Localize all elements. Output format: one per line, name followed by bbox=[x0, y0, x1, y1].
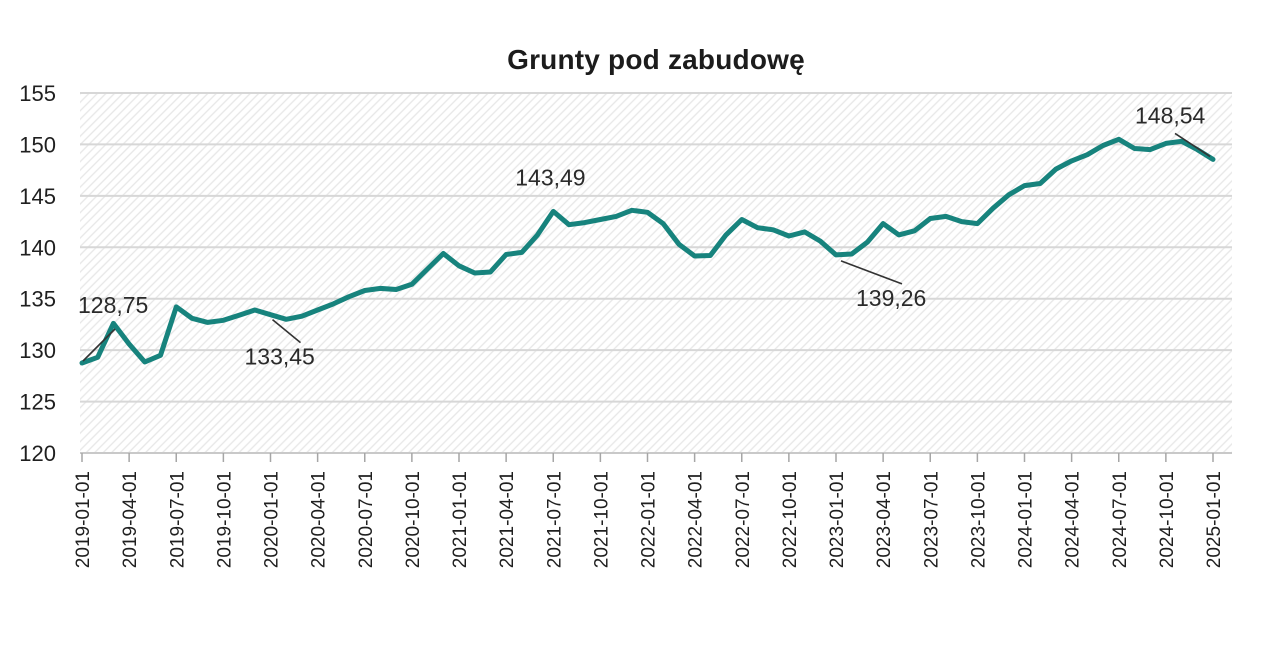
chart-title: Grunty pod zabudowę bbox=[507, 44, 805, 75]
y-axis-label: 155 bbox=[19, 81, 56, 106]
x-axis-label: 2024-04-01 bbox=[1063, 471, 1084, 568]
x-axis-label: 2023-07-01 bbox=[921, 471, 942, 568]
annotation-label: 139,26 bbox=[856, 285, 926, 311]
annotation-leader-line bbox=[271, 319, 302, 344]
x-axis-label: 2022-01-01 bbox=[639, 471, 660, 568]
x-axis-label: 2022-04-01 bbox=[686, 471, 707, 568]
annotation-leader-line bbox=[1174, 132, 1211, 158]
annotation-leader-line bbox=[82, 328, 116, 362]
x-axis-label: 2020-04-01 bbox=[309, 471, 330, 568]
x-axis-label: 2023-04-01 bbox=[874, 471, 895, 568]
x-axis-label: 2019-10-01 bbox=[214, 471, 235, 568]
y-axis-label: 120 bbox=[19, 441, 56, 466]
x-axis-label: 2022-07-01 bbox=[733, 471, 754, 568]
series-line-grunty-pod-zabudowe bbox=[79, 136, 1216, 366]
x-axis-label: 2021-10-01 bbox=[591, 471, 612, 568]
x-axis-label: 2019-01-01 bbox=[73, 471, 94, 568]
y-axis-label: 130 bbox=[19, 338, 56, 363]
x-axis-label: 2024-07-01 bbox=[1110, 471, 1131, 568]
x-axis-label: 2021-01-01 bbox=[450, 471, 471, 568]
annotation-leader-line bbox=[840, 260, 903, 285]
x-axis-label: 2020-07-01 bbox=[356, 471, 377, 568]
plot-background bbox=[80, 93, 1232, 453]
y-axis-label: 140 bbox=[19, 235, 56, 260]
x-axis-label: 2019-04-01 bbox=[120, 471, 141, 568]
y-axis-label: 150 bbox=[19, 132, 56, 157]
annotation-label: 133,45 bbox=[245, 344, 315, 370]
x-axis-label: 2022-10-01 bbox=[780, 471, 801, 568]
x-axis-label: 2020-01-01 bbox=[262, 471, 283, 568]
y-axis-label: 135 bbox=[19, 287, 56, 312]
x-axis-label: 2020-10-01 bbox=[403, 471, 424, 568]
annotation-label: 128,75 bbox=[78, 292, 148, 318]
y-axis-label: 125 bbox=[19, 390, 56, 415]
x-axis-label: 2019-07-01 bbox=[167, 471, 188, 568]
annotation-label: 148,54 bbox=[1135, 102, 1206, 128]
x-axis-label: 2025-01-01 bbox=[1204, 471, 1225, 568]
x-axis-label: 2023-01-01 bbox=[827, 471, 848, 568]
x-axis-label: 2021-04-01 bbox=[497, 471, 518, 568]
x-axis-label: 2024-10-01 bbox=[1157, 471, 1178, 568]
x-axis-label: 2021-07-01 bbox=[544, 471, 565, 568]
x-axis-label: 2023-10-01 bbox=[968, 471, 989, 568]
y-axis-label: 145 bbox=[19, 184, 56, 209]
x-axis-label: 2024-01-01 bbox=[1016, 471, 1037, 568]
annotation-label: 143,49 bbox=[515, 164, 585, 190]
